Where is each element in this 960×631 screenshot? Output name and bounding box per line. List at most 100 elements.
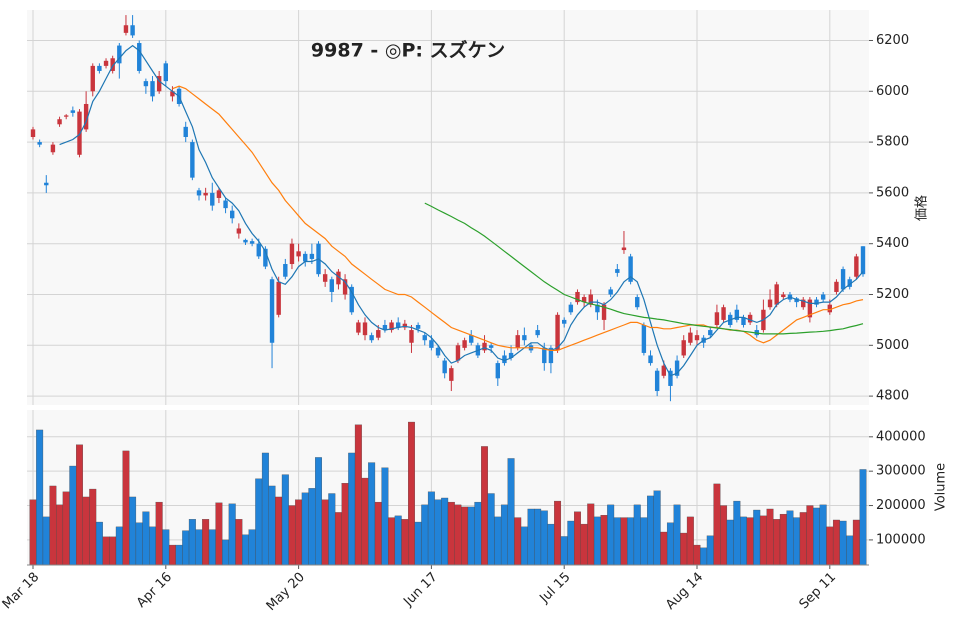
candle-body — [243, 239, 248, 243]
candle-body — [515, 335, 520, 348]
volume-bar — [852, 519, 860, 566]
volume-bar — [666, 522, 674, 566]
candle-body — [283, 264, 288, 277]
volume-bar — [494, 516, 502, 566]
candle-body — [588, 294, 593, 305]
candle-body — [276, 281, 281, 315]
candle-body — [774, 284, 779, 305]
volume-bar — [507, 458, 515, 566]
candle-body — [469, 335, 474, 343]
volume-bar — [182, 530, 190, 566]
x-tick-label: Aug 14 — [663, 570, 706, 613]
volume-bar — [660, 531, 668, 566]
volume-bar — [839, 520, 847, 566]
volume-bar — [560, 536, 568, 566]
candle-body — [256, 243, 261, 257]
candle-body — [860, 246, 866, 275]
candle-body — [562, 319, 567, 324]
volume-bar — [215, 502, 223, 566]
volume-bar — [653, 490, 661, 566]
volume-tick-label: 400000 — [876, 429, 926, 444]
volume-bar — [461, 506, 469, 566]
candle-body — [827, 304, 832, 313]
volume-bar — [487, 493, 495, 566]
volume-bar — [627, 517, 635, 566]
volume-bar — [859, 469, 867, 566]
volume-bar — [109, 536, 117, 566]
candle-body — [668, 370, 673, 386]
candle-body — [681, 340, 686, 356]
volume-bar — [819, 504, 827, 566]
volume-bar — [700, 547, 708, 566]
volume-bar — [434, 499, 442, 566]
volume-bar — [36, 429, 44, 566]
volume-bar — [175, 544, 183, 566]
volume-bar — [540, 510, 548, 566]
volume-bar — [520, 526, 528, 566]
candle-body — [840, 269, 846, 290]
y-tick-label: 5200 — [876, 287, 909, 302]
candle-body — [628, 256, 633, 282]
candle-body — [814, 299, 819, 305]
candle-body — [376, 330, 381, 338]
candle-body — [123, 25, 129, 33]
volume-bar — [759, 515, 767, 566]
volume-bar — [122, 450, 130, 566]
candle-body — [854, 256, 859, 277]
candle-body — [223, 200, 228, 209]
candle-body — [356, 322, 361, 333]
volume-bar — [753, 509, 761, 566]
volume-bar — [155, 501, 163, 566]
volume-bar — [766, 508, 774, 566]
y-tick-label: 6200 — [876, 33, 909, 48]
candle-body — [548, 347, 554, 364]
candle-body — [402, 323, 408, 328]
candle-body — [734, 309, 740, 320]
candle-body — [568, 304, 574, 313]
candle-body — [50, 144, 56, 153]
candle-body — [150, 81, 155, 97]
volume-bar — [315, 457, 322, 566]
candle-body — [422, 335, 427, 341]
volume-bar — [308, 488, 316, 566]
candle-body — [263, 248, 268, 267]
moving-average-line — [59, 44, 864, 377]
candle-body — [77, 111, 82, 155]
candle-body — [329, 279, 334, 292]
volume-bar — [813, 507, 820, 566]
volume-bar — [593, 516, 601, 566]
candle-body — [601, 304, 607, 320]
volume-bar — [726, 519, 734, 566]
volume-bar — [361, 477, 369, 566]
volume-bar — [295, 499, 303, 566]
candle-body — [303, 253, 308, 262]
candle-body — [137, 43, 142, 71]
volume-bar — [354, 424, 362, 566]
candle-body — [97, 65, 102, 71]
candle-body — [322, 274, 328, 282]
volume-bar — [773, 519, 781, 566]
candle-body — [807, 299, 813, 318]
volume-bar — [401, 519, 409, 566]
candle-body — [409, 330, 414, 343]
volume-bar — [235, 519, 243, 566]
candle-body — [635, 297, 640, 308]
volume-bar — [447, 501, 455, 566]
volume-bar — [261, 452, 269, 566]
candle-body — [455, 345, 461, 361]
candle-body — [847, 279, 852, 287]
candle-body — [615, 269, 620, 273]
candle-body — [44, 182, 49, 186]
candle-body — [747, 314, 753, 323]
volume-bar — [587, 503, 595, 566]
y-tick-label: 5800 — [876, 135, 909, 150]
candle-body — [542, 347, 547, 364]
volume-bar — [162, 529, 170, 566]
volume-bar — [142, 511, 150, 566]
candle-body — [64, 115, 69, 117]
volume-bar — [832, 519, 840, 566]
candle-body — [429, 340, 434, 348]
volume-bar — [481, 446, 488, 566]
volume-bar — [706, 535, 714, 566]
